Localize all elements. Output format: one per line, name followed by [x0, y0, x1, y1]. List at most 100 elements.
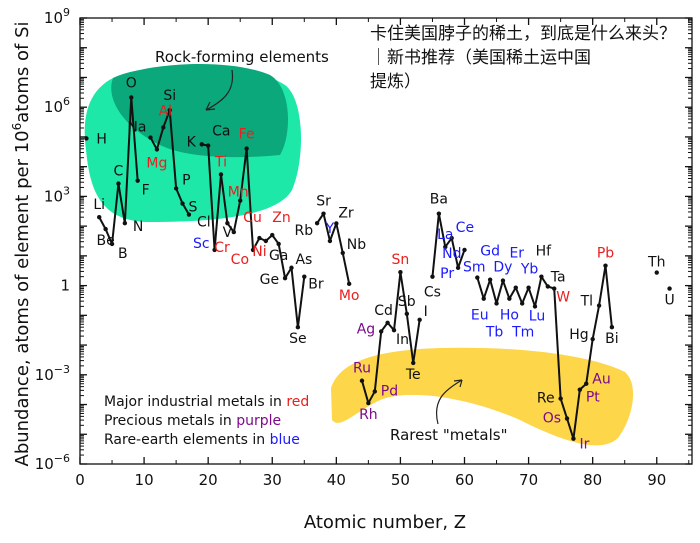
y-tick-base: 1	[60, 277, 70, 295]
data-point-In	[391, 328, 397, 333]
element-label-Cd: Cd	[374, 303, 393, 319]
element-label-Nd: Nd	[442, 246, 461, 262]
element-label-Sm: Sm	[463, 260, 486, 276]
legend-line-precious: Precious metals in purple	[104, 413, 281, 429]
data-point-Co	[250, 247, 256, 253]
data-point-Be	[103, 226, 108, 232]
rock-forming-inner-blob	[111, 63, 289, 158]
data-point-Y	[327, 238, 333, 244]
data-point-Fe	[244, 146, 249, 151]
element-label-Os: Os	[543, 411, 561, 427]
rarest-metals-annotation: Rarest "metals"	[390, 379, 508, 444]
data-point-Lu	[532, 304, 538, 309]
series-segment-Pd-Ag	[373, 331, 383, 392]
element-label-V: V	[223, 225, 233, 241]
element-label-Rb: Rb	[294, 223, 313, 239]
series-segment-Tl-Pb	[598, 265, 607, 306]
element-label-Hf: Hf	[536, 244, 553, 260]
data-point-Ag	[378, 329, 384, 334]
series-segment-Hg-Tl	[591, 305, 601, 340]
series-segment-Ru-Rh	[361, 380, 370, 404]
x-tick-label-30: 30	[263, 471, 282, 489]
data-point-Ce	[449, 235, 454, 241]
series-segment-Be-B	[104, 228, 113, 245]
data-point-I	[417, 317, 422, 322]
legend-line-rare_earth: Rare-earth elements in blue	[104, 432, 300, 448]
element-label-Ti: Ti	[214, 154, 227, 170]
data-point-Si	[167, 107, 172, 113]
element-label-Ge: Ge	[260, 272, 279, 288]
data-point-S	[180, 201, 185, 206]
element-label-U: U	[664, 293, 674, 309]
element-label-I: I	[424, 304, 428, 320]
element-label-H: H	[96, 131, 107, 147]
element-label-Mg: Mg	[146, 155, 167, 171]
data-point-Tm	[519, 301, 525, 306]
rock-forming-arrow	[205, 69, 234, 111]
element-label-Dy: Dy	[493, 260, 512, 276]
series-segment-As-Se	[290, 267, 299, 328]
data-point-Tl	[596, 303, 602, 308]
data-point-Sm	[475, 275, 480, 280]
element-label-Pd: Pd	[381, 383, 398, 399]
element-label-Ag: Ag	[357, 321, 375, 337]
data-point-Yb	[526, 285, 531, 290]
series-segment-Sn-Sb	[399, 272, 408, 314]
y-tick-exp: 9	[63, 6, 70, 19]
data-point-Re	[558, 396, 563, 401]
series-segment-Au-Hg	[585, 338, 594, 384]
overlay-title-line-1: 卡住美国脖子的稀土，到底是什么来头？ ｜新书推荐（美国稀土运中国	[370, 24, 676, 68]
data-point-P	[173, 186, 179, 191]
data-point-Ni	[257, 235, 262, 241]
data-point-Gd	[487, 277, 493, 282]
element-label-Pb: Pb	[597, 246, 614, 262]
element-label-Co: Co	[231, 252, 249, 268]
series-segment-Tm-Yb	[521, 287, 530, 304]
series-segment-Tb-Dy	[495, 280, 504, 304]
data-point-Hf	[539, 274, 544, 279]
legend-line-industrial: Major industrial metals in red	[104, 394, 309, 410]
arrow-head-icon	[453, 379, 463, 388]
element-label-O: O	[126, 75, 137, 91]
series-segment-In-Sn	[393, 272, 402, 331]
element-label-Tm: Tm	[511, 324, 534, 340]
y-tick-exp: 3	[63, 184, 70, 197]
data-point-N	[122, 220, 128, 226]
element-label-Be: Be	[97, 233, 115, 249]
data-point-Ta	[545, 284, 551, 289]
arrow-head-icon	[205, 101, 216, 111]
element-label-Li: Li	[93, 197, 105, 213]
element-label-Re: Re	[537, 391, 555, 407]
element-label-Sn: Sn	[392, 252, 410, 268]
data-point-Li	[97, 215, 102, 220]
element-label-B: B	[118, 246, 128, 262]
data-point-Al	[161, 125, 166, 130]
data-point-Ba	[436, 211, 442, 216]
data-point-C	[116, 181, 121, 186]
element-label-P: P	[182, 172, 190, 188]
series-segment-Se-Br	[296, 276, 306, 328]
element-label-As: As	[295, 252, 312, 268]
y-tick-label: 103	[44, 184, 70, 205]
data-point-Cu	[263, 238, 269, 244]
data-point-F	[135, 178, 140, 183]
x-tick-label-70: 70	[519, 471, 538, 489]
data-point-Dy	[500, 278, 506, 283]
element-label-Tl: Tl	[580, 294, 593, 310]
y-axis-label-sup: 6	[10, 123, 24, 131]
series-segment-Sb-Te	[405, 313, 415, 364]
element-label-Cs: Cs	[424, 285, 441, 301]
data-point-K	[199, 142, 204, 147]
element-label-Pr: Pr	[440, 266, 454, 282]
element-label-Se: Se	[289, 331, 307, 347]
data-point-Sn	[398, 270, 403, 275]
data-point-Os	[564, 416, 570, 421]
element-label-Ga: Ga	[269, 248, 288, 264]
data-point-As	[289, 265, 294, 270]
data-point-La	[443, 244, 448, 250]
y-tick-label: 106	[44, 95, 70, 116]
legend-prefix: Precious metals in	[104, 413, 236, 429]
data-point-Ho	[507, 296, 512, 301]
element-label-S: S	[189, 200, 198, 216]
element-label-W: W	[556, 290, 570, 306]
